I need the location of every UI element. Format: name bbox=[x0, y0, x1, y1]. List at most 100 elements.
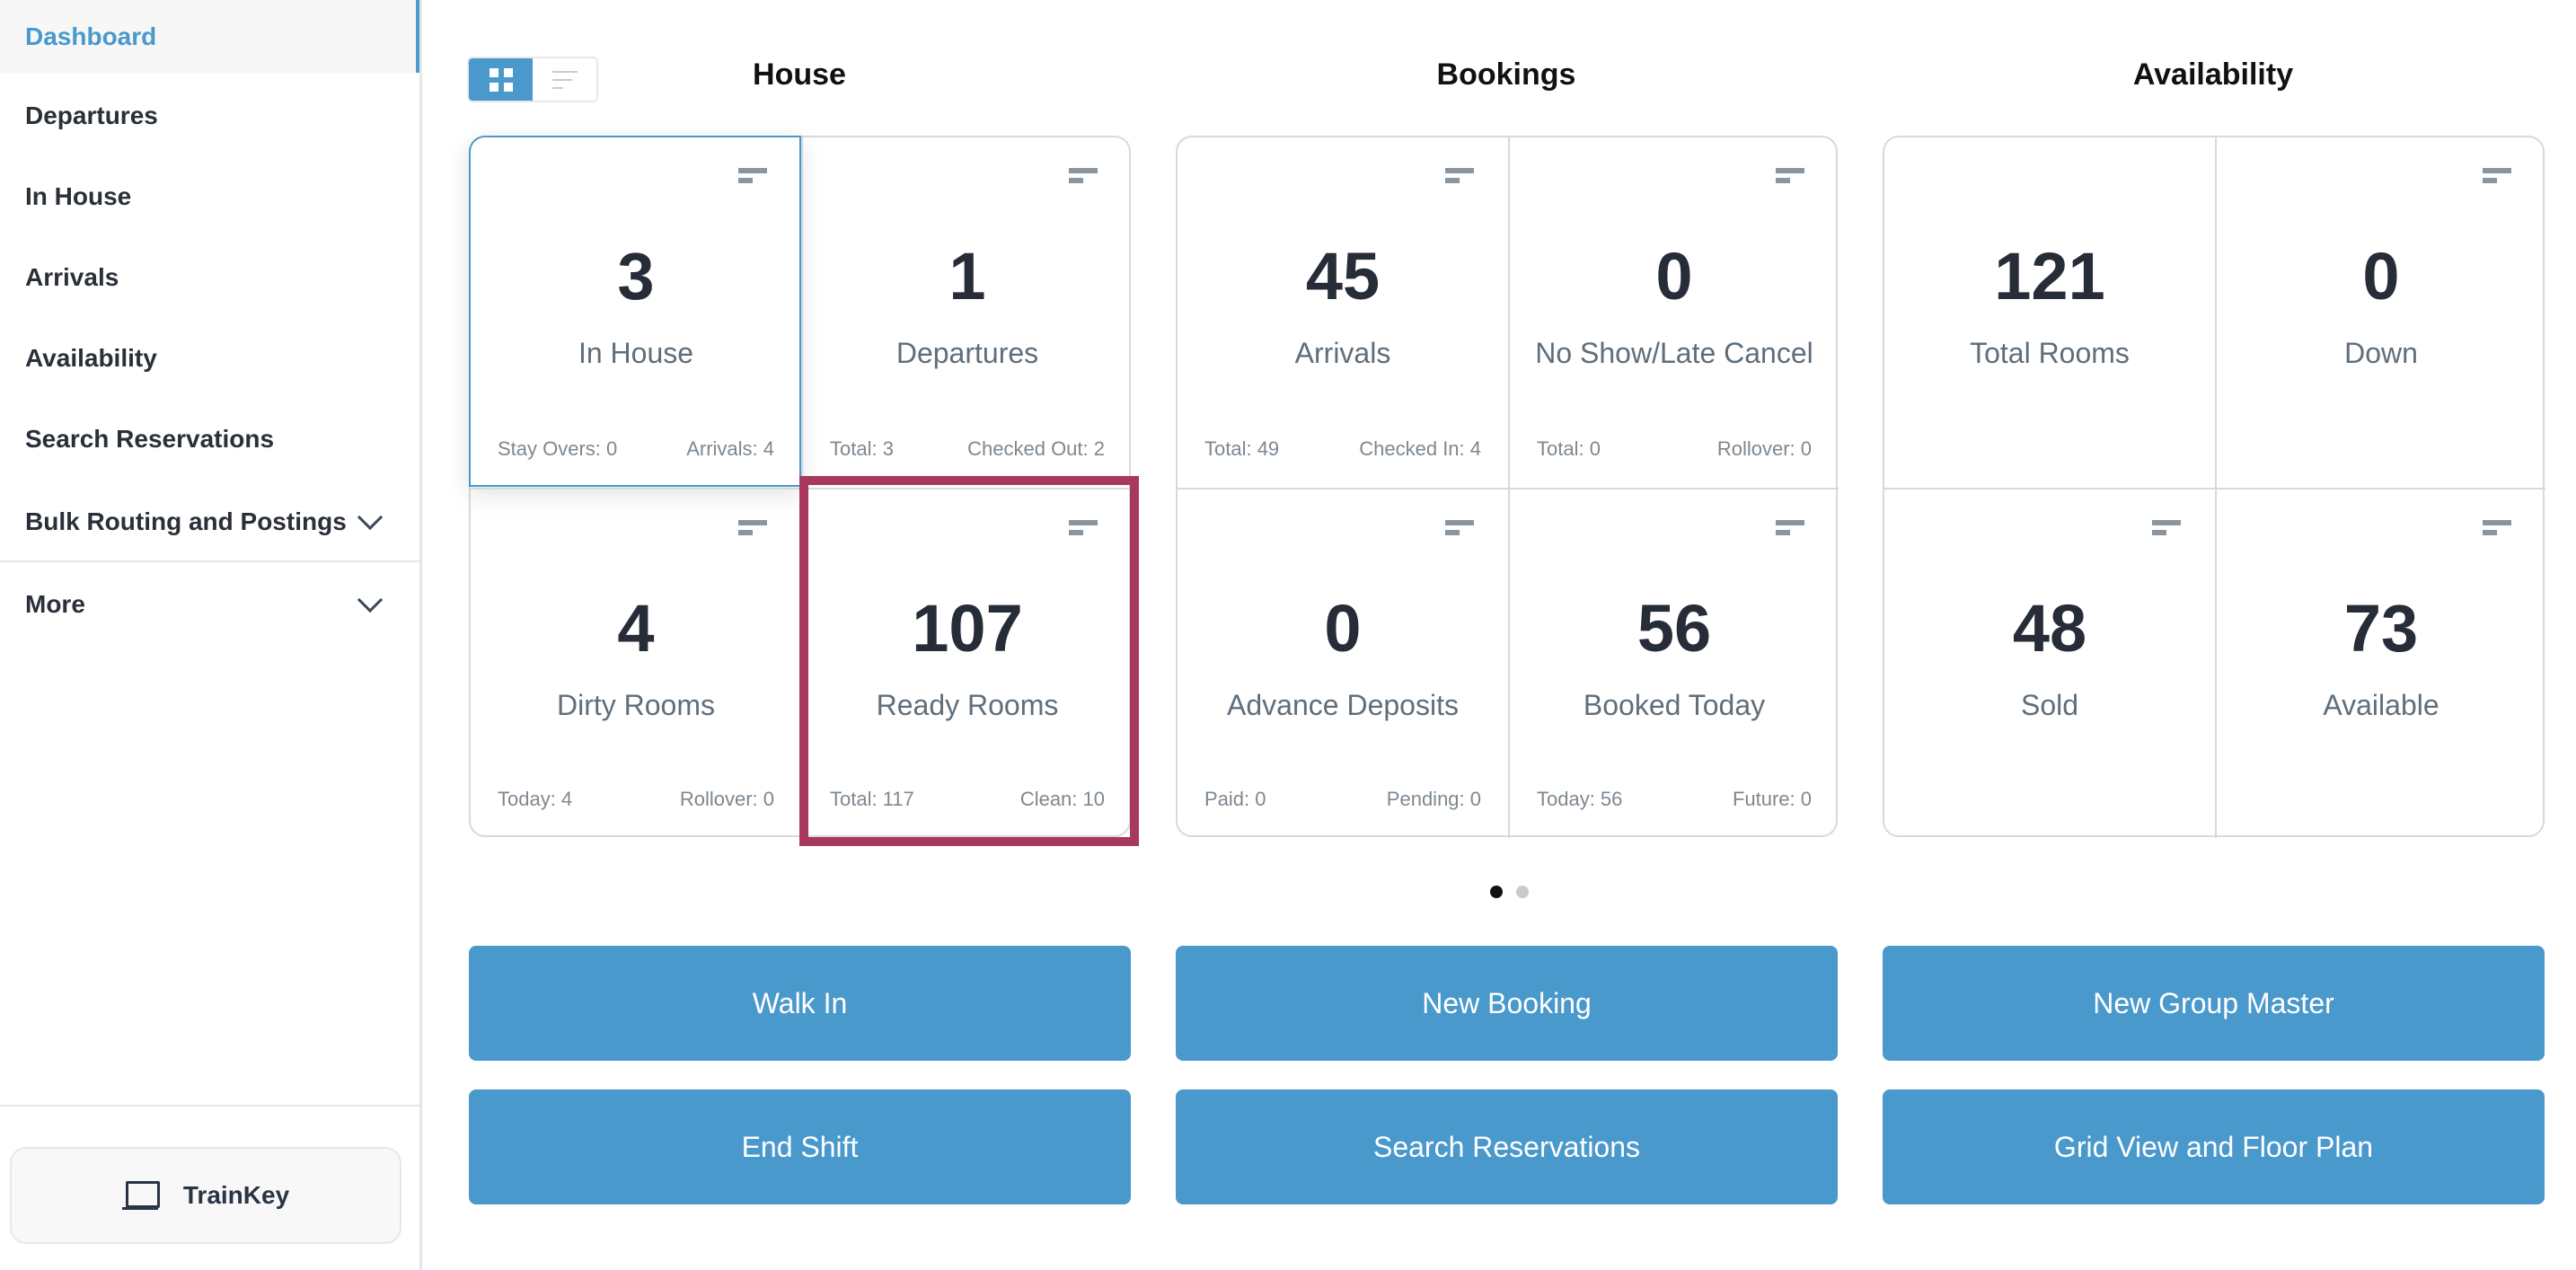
stat-footer-right: Clean: 10 bbox=[1019, 788, 1105, 810]
grid-view-button[interactable] bbox=[469, 58, 533, 101]
sidebar-item-more[interactable]: More bbox=[0, 564, 419, 645]
stat-footer-left: Stay Overs: 0 bbox=[498, 437, 618, 460]
stat-value: 0 bbox=[1655, 239, 1693, 313]
stat-label: No Show/Late Cancel bbox=[1535, 337, 1813, 369]
divider bbox=[0, 1105, 419, 1107]
stat-label: Down bbox=[2344, 337, 2418, 369]
stat-footer-left: Total: 0 bbox=[1537, 437, 1601, 460]
new-group-master-button[interactable]: New Group Master bbox=[1883, 946, 2545, 1061]
new-booking-button[interactable]: New Booking bbox=[1176, 946, 1838, 1061]
menu-icon[interactable] bbox=[2483, 168, 2511, 188]
stat-label: Sold bbox=[2020, 689, 2079, 721]
laptop-icon bbox=[121, 1181, 160, 1210]
sidebar-item-arrivals[interactable]: Arrivals bbox=[0, 237, 419, 318]
sidebar-item-search-reservations[interactable]: Search Reservations bbox=[0, 399, 419, 480]
stat-card-departures[interactable]: 1 Departures Total: 3 Checked Out: 2 bbox=[801, 137, 1132, 488]
menu-icon[interactable] bbox=[2152, 520, 2181, 540]
stat-value: 3 bbox=[617, 239, 655, 313]
sidebar-item-label: Arrivals bbox=[25, 263, 119, 291]
list-view-button[interactable] bbox=[533, 58, 596, 101]
grid-icon bbox=[489, 67, 513, 92]
sidebar-item-departures[interactable]: Departures bbox=[0, 75, 419, 156]
stat-footer-left: Today: 4 bbox=[498, 788, 573, 810]
stat-value: 4 bbox=[617, 591, 655, 666]
menu-icon[interactable] bbox=[1069, 168, 1098, 188]
stat-label: Dirty Rooms bbox=[556, 689, 715, 721]
sidebar-item-label: Bulk Routing and Postings bbox=[25, 507, 347, 535]
stat-value: 1 bbox=[948, 239, 986, 313]
stat-card-in-house[interactable]: 3 In House Stay Overs: 0 Arrivals: 4 bbox=[471, 137, 801, 488]
stat-footer-left: Total: 3 bbox=[830, 437, 894, 460]
view-toggle bbox=[467, 57, 598, 102]
stat-label: Available bbox=[2323, 689, 2439, 721]
sidebar-item-label: Search Reservations bbox=[25, 425, 275, 453]
sidebar-item-label: Dashboard bbox=[25, 22, 157, 50]
chevron-down-icon bbox=[357, 504, 384, 531]
sidebar-item-label: Availability bbox=[25, 344, 157, 372]
stat-footer-right: Checked In: 4 bbox=[1359, 437, 1481, 460]
walk-in-button[interactable]: Walk In bbox=[469, 946, 1131, 1061]
pagination-dot[interactable] bbox=[1516, 886, 1529, 898]
menu-icon[interactable] bbox=[1445, 168, 1474, 188]
menu-icon[interactable] bbox=[738, 520, 767, 540]
sidebar-item-label: Departures bbox=[25, 101, 158, 129]
menu-icon[interactable] bbox=[738, 168, 767, 188]
stat-card-sold[interactable]: 48 Sold bbox=[1884, 488, 2215, 838]
menu-icon[interactable] bbox=[1069, 520, 1098, 540]
stat-card-advance-deposits[interactable]: 0 Advance Deposits Paid: 0 Pending: 0 bbox=[1178, 488, 1508, 838]
sidebar-item-dashboard[interactable]: Dashboard bbox=[0, 0, 419, 73]
stat-card-no-show-late-cancel[interactable]: 0 No Show/Late Cancel Total: 0 Rollover: 0 bbox=[1508, 137, 1839, 488]
stat-footer-left: Paid: 0 bbox=[1204, 788, 1266, 810]
sidebar-item-bulk-routing[interactable]: Bulk Routing and Postings bbox=[0, 481, 419, 562]
stat-footer-left: Today: 56 bbox=[1537, 788, 1623, 810]
stat-value: 0 bbox=[2362, 239, 2400, 313]
stat-footer-right: Future: 0 bbox=[1732, 788, 1812, 810]
stat-card-down[interactable]: 0 Down bbox=[2215, 137, 2545, 488]
trainkey-label: TrainKey bbox=[182, 1181, 290, 1209]
search-reservations-button[interactable]: Search Reservations bbox=[1176, 1089, 1838, 1204]
stat-value: 45 bbox=[1305, 239, 1381, 313]
stat-label: Total Rooms bbox=[1970, 337, 2130, 369]
sidebar-item-availability[interactable]: Availability bbox=[0, 318, 419, 399]
stat-card-total-rooms[interactable]: 121 Total Rooms bbox=[1884, 137, 2215, 488]
highlight-box bbox=[799, 476, 1139, 846]
stat-label: Ready Rooms bbox=[876, 689, 1059, 721]
stat-card-available[interactable]: 73 Available bbox=[2215, 488, 2545, 838]
stat-card-booked-today[interactable]: 56 Booked Today Today: 56 Future: 0 bbox=[1508, 488, 1839, 838]
sidebar-item-label: More bbox=[25, 590, 85, 618]
pagination-dot-active[interactable] bbox=[1490, 886, 1503, 898]
sidebar-item-label: In House bbox=[25, 182, 132, 210]
menu-icon[interactable] bbox=[2483, 520, 2511, 540]
stat-footer-right: Arrivals: 4 bbox=[686, 437, 774, 460]
sidebar: Dashboard Departures In House Arrivals A… bbox=[0, 0, 422, 1270]
menu-icon[interactable] bbox=[1445, 520, 1474, 540]
sidebar-item-in-house[interactable]: In House bbox=[0, 156, 419, 237]
list-icon bbox=[551, 65, 578, 95]
menu-icon[interactable] bbox=[1776, 520, 1804, 540]
stat-footer-right: Checked Out: 2 bbox=[967, 437, 1105, 460]
card-group-bookings: 45 Arrivals Total: 49 Checked In: 4 0 No Show… bbox=[1176, 136, 1839, 838]
section-title: House bbox=[753, 57, 846, 92]
stat-card-ready-rooms[interactable]: 107 Ready Rooms Total: 117 Clean: 10 bbox=[801, 488, 1132, 838]
stat-footer-left: Total: 117 bbox=[830, 788, 914, 810]
end-shift-button[interactable]: End Shift bbox=[469, 1089, 1131, 1204]
menu-icon[interactable] bbox=[1776, 168, 1804, 188]
stat-footer-right: Rollover: 0 bbox=[679, 788, 774, 810]
stat-footer-right: Rollover: 0 bbox=[1716, 437, 1812, 460]
section-title: Availability bbox=[2132, 57, 2294, 92]
card-group-availability: 121 Total Rooms 0 Down 48 Sold 73 Available bbox=[1883, 136, 2545, 838]
card-group-house: 3 In House Stay Overs: 0 Arrivals: 4 1 Depart… bbox=[469, 136, 1132, 838]
stat-value: 0 bbox=[1324, 591, 1362, 666]
trainkey-button[interactable]: TrainKey bbox=[10, 1147, 401, 1244]
grid-view-and-floor-plan-button[interactable]: Grid View and Floor Plan bbox=[1883, 1089, 2545, 1204]
divider bbox=[0, 560, 419, 562]
stat-label: Arrivals bbox=[1294, 337, 1391, 369]
stat-card-dirty-rooms[interactable]: 4 Dirty Rooms Today: 4 Rollover: 0 bbox=[471, 488, 801, 838]
stat-card-arrivals[interactable]: 45 Arrivals Total: 49 Checked In: 4 bbox=[1178, 137, 1508, 488]
stat-value: 56 bbox=[1636, 591, 1712, 666]
stat-footer-right: Pending: 0 bbox=[1386, 788, 1481, 810]
selected-card-outline bbox=[469, 136, 801, 487]
stat-value: 107 bbox=[912, 591, 1023, 666]
section-title: Bookings bbox=[1436, 57, 1576, 92]
stat-label: In House bbox=[578, 337, 694, 369]
